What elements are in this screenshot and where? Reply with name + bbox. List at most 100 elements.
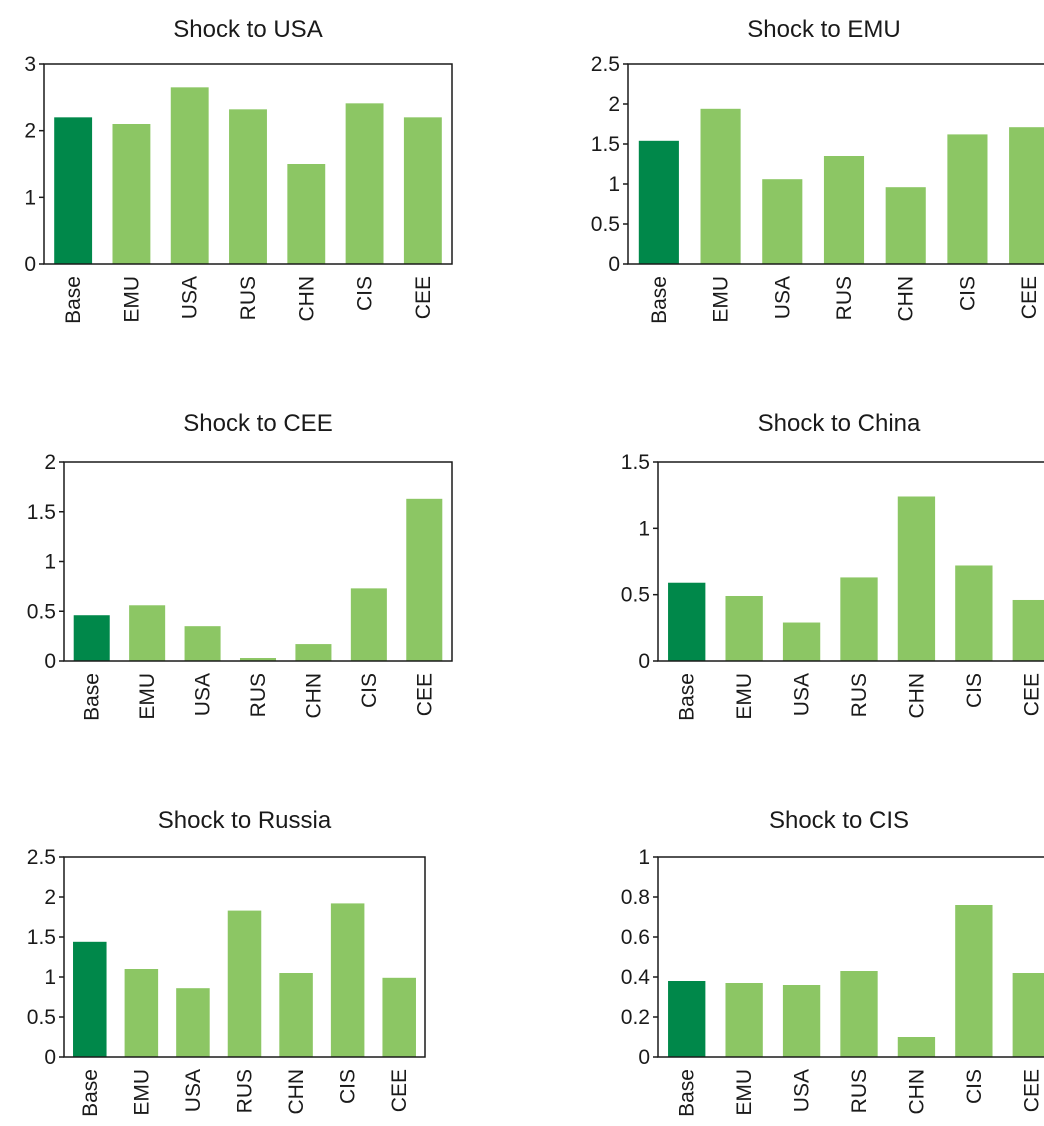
bar-cis [350,588,387,661]
y-tick-label: 2 [608,93,620,116]
x-tick-label: EMU [136,673,159,720]
x-tick-label: CHN [285,1069,308,1115]
x-tick-label: Base [81,673,104,721]
y-tick-label: 0.5 [27,1006,56,1029]
bar-chn [897,1037,936,1057]
chart-panel: Shock to EMU 0 0.5 1 1.5 2 2.5 Base EMU USA RUS CHN… [591,16,1044,324]
y-tick-label: 1 [608,173,620,196]
bar-base [668,981,706,1057]
bar-rus [840,577,878,661]
x-tick-label: CHN [295,276,318,322]
plot-frame [657,856,1044,1058]
x-tick-label: CEE [412,276,435,319]
bar-usa [782,985,821,1057]
bar-cis [947,134,988,264]
y-tick-label: 1.5 [591,133,620,156]
chart-panel: Shock to CEE 0 0.5 1 1.5 2 Base EMU USA RUS CHN CIS… [27,410,453,721]
y-tick-label: 2 [44,451,56,474]
plot-frame [627,63,1044,265]
bar-chn [885,187,926,264]
x-tick-label: Base [79,1069,102,1117]
y-tick-label: 0 [638,650,650,673]
bar-base [638,140,679,264]
x-tick-label: Base [676,1069,699,1117]
x-tick-label: CHN [905,1069,928,1115]
y-tick-label: 1 [638,517,650,540]
bar-chn [279,973,313,1057]
x-tick-label: EMU [130,1069,153,1116]
x-tick-label: EMU [710,276,733,323]
y-tick-label: 0 [44,1046,56,1069]
x-tick-label: USA [182,1069,205,1112]
y-tick-label: 0.5 [621,584,650,607]
x-tick-label: USA [771,276,794,319]
y-tick-label: 0.5 [27,600,56,623]
bar-rus [229,109,267,264]
x-tick-label: Base [62,276,85,324]
bar-emu [124,969,159,1057]
bar-cee [1012,599,1044,661]
x-tick-label: EMU [733,1069,756,1116]
x-tick-label: CEE [1020,673,1043,716]
chart-title: Shock to EMU [747,16,900,43]
bar-chn [897,496,936,661]
bar-base [73,615,110,661]
chart-title: Shock to CIS [769,807,909,834]
bar-base [73,941,107,1057]
bar-emu [700,108,741,264]
y-tick-label: 0.6 [621,926,650,949]
bar-usa [762,179,803,264]
chart-title: Shock to CEE [183,410,332,437]
y-tick-label: 1 [638,846,650,869]
bar-base [54,117,93,264]
x-tick-label: CEE [413,673,436,716]
y-tick-label: 0 [24,253,36,276]
bar-cis [955,565,993,661]
bar-rus [840,971,878,1057]
bar-cis [330,903,365,1057]
x-tick-label: CHN [905,673,928,719]
x-tick-label: USA [791,673,814,716]
x-tick-label: CHN [302,673,325,719]
y-tick-label: 1.5 [27,926,56,949]
y-tick-label: 1.5 [27,501,56,524]
x-tick-label: RUS [234,1069,257,1113]
x-tick-label: Base [676,673,699,721]
bar-chn [287,164,326,264]
x-tick-label: CIS [337,1069,360,1104]
x-tick-label: USA [791,1069,814,1112]
x-tick-label: Base [648,276,671,324]
bar-cis [345,103,384,264]
bar-rus [239,658,277,661]
plot-frame [657,461,1044,662]
x-tick-label: CHN [895,276,918,322]
y-tick-label: 2 [24,120,36,143]
y-tick-label: 2.5 [591,53,620,76]
y-tick-label: 0 [638,1046,650,1069]
bar-cee [382,977,416,1057]
x-tick-label: CEE [388,1069,411,1112]
bar-usa [176,988,210,1057]
chart-panel: Shock to China 0 0.5 1 1.5 Base EMU USA RUS CHN CI… [621,410,1044,721]
y-tick-label: 1 [44,966,56,989]
chart-title: Shock to China [758,410,921,437]
chart-panel: Shock to CIS 0 0.2 0.4 0.6 0.8 1 Base EMU USA RUS C… [621,807,1044,1117]
bar-rus [823,156,865,264]
y-tick-label: 3 [24,53,36,76]
x-tick-label: USA [179,276,202,319]
bar-emu [112,124,151,264]
bar-emu [725,595,763,661]
x-tick-label: CIS [956,276,979,311]
x-tick-label: CIS [963,673,986,708]
bar-base [668,582,706,661]
bar-cis [955,905,993,1057]
plot-frame [43,63,453,265]
y-tick-label: 0.8 [621,886,650,909]
y-tick-label: 2 [44,886,56,909]
bar-usa [184,626,221,661]
bar-usa [782,622,821,661]
x-tick-label: USA [192,673,215,716]
plot-frame [63,856,426,1058]
chart-panel: Shock to USA 0 1 2 3 Base EMU USA RUS CHN CIS CEE [24,16,453,324]
x-tick-label: RUS [833,276,856,320]
